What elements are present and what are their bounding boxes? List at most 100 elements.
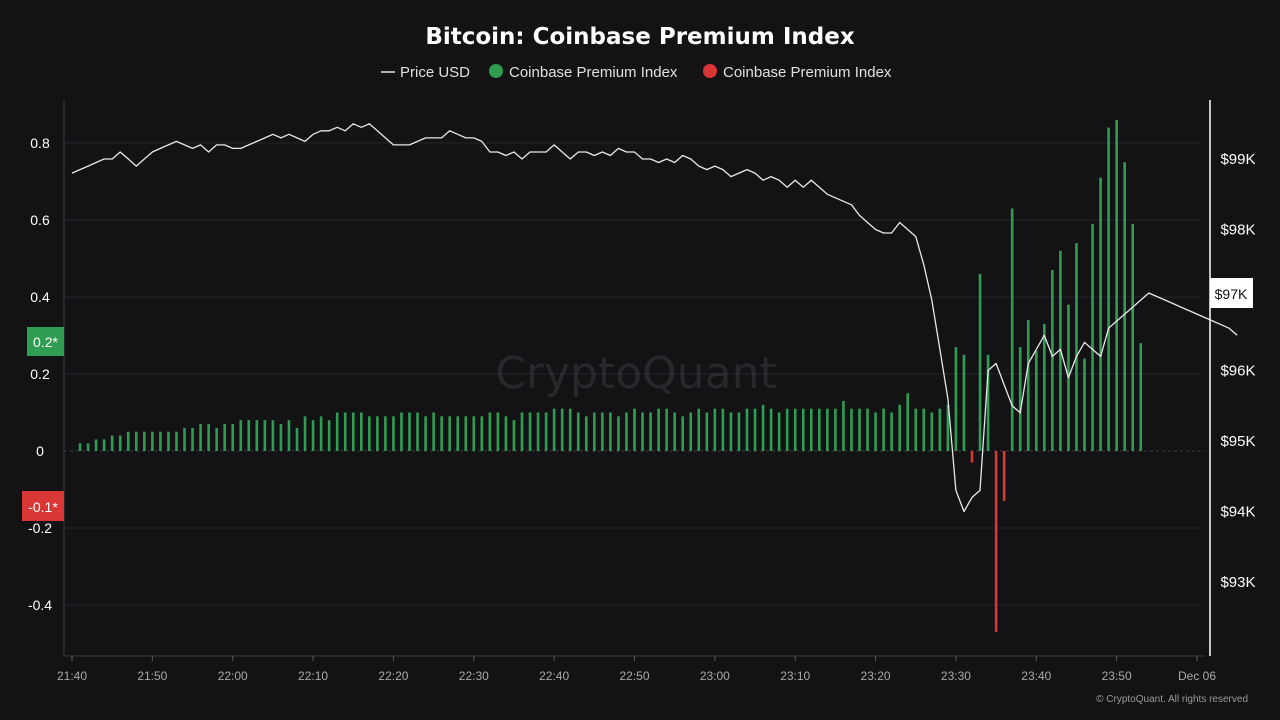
premium-bar-positive — [424, 416, 427, 451]
premium-bar-positive — [303, 416, 307, 451]
legend: Price USD Coinbase Premium Index Coinbase … — [381, 64, 892, 81]
premium-bar-positive — [1115, 119, 1118, 452]
x-tick-label: 23:50 — [1102, 669, 1132, 683]
premium-bar-positive — [110, 435, 114, 451]
premium-bar-positive — [134, 431, 138, 451]
premium-bar-positive — [456, 416, 460, 451]
premium-bar-positive — [400, 412, 403, 451]
premium-bar-positive — [1099, 177, 1102, 451]
premium-bar-positive — [809, 408, 813, 451]
price-value-badge-label: $97K — [1215, 286, 1248, 302]
premium-bar-positive — [247, 420, 251, 451]
chart-title: Bitcoin: Coinbase Premium Index — [425, 24, 855, 50]
premium-bar-positive — [464, 416, 468, 451]
premium-bar-positive — [576, 412, 580, 451]
premium-bar-positive — [874, 412, 877, 451]
premium-bar-negative — [1002, 451, 1006, 502]
premium-bar-positive — [496, 412, 500, 451]
premium-bar-positive — [528, 412, 532, 451]
premium-bar-negative — [970, 451, 974, 463]
premium-bar-positive — [946, 404, 950, 451]
premium-bar-positive — [665, 408, 668, 451]
premium-bar-positive — [761, 404, 765, 451]
left-tick-label: 0.8 — [30, 135, 50, 151]
premium-bar-positive — [279, 424, 283, 451]
green-value-badge: 0.2* — [27, 327, 64, 356]
premium-bar-positive — [826, 408, 829, 451]
premium-bar-negative — [994, 451, 998, 632]
premium-bar-positive — [1131, 223, 1135, 451]
premium-bar-positive — [1075, 243, 1078, 451]
premium-bar-positive — [448, 416, 451, 451]
right-tick-label: $94K — [1220, 504, 1255, 521]
premium-bar-positive — [593, 412, 596, 451]
x-tick-label: 22:40 — [539, 669, 569, 683]
red-value-badge: -0.1* — [22, 491, 64, 521]
premium-bar-positive — [898, 404, 901, 451]
premium-bar-positive — [183, 427, 186, 451]
premium-bar-positive — [922, 408, 926, 451]
premium-bar-positive — [834, 408, 837, 451]
premium-bar-positive — [215, 427, 218, 451]
legend-label: Coinbase Premium Index — [509, 64, 678, 81]
price-line — [71, 123, 1238, 513]
right-tick-label: $95K — [1220, 433, 1255, 450]
premium-bar-positive — [745, 408, 749, 451]
legend-item: Coinbase Premium Index — [703, 64, 892, 81]
premium-bar-positive — [191, 427, 194, 451]
left-tick-label: 0.2 — [30, 366, 50, 382]
premium-bar-positive — [359, 412, 363, 451]
x-axis-ticks: 21:40 21:50 22:00 22:10 22:20 22:30 22:40 22:50… — [57, 656, 1216, 683]
premium-bar-positive — [649, 412, 652, 451]
x-tick-label: 23:20 — [861, 669, 891, 683]
premium-bar-positive — [681, 416, 685, 451]
premium-bar-positive — [520, 412, 524, 451]
premium-bar-positive — [512, 420, 516, 451]
premium-bar-positive — [94, 439, 98, 451]
premium-bar-positive — [327, 420, 331, 451]
premium-bar-positive — [1083, 358, 1086, 451]
premium-bar-positive — [560, 408, 564, 451]
premium-bar-positive — [102, 439, 106, 451]
premium-bar-positive — [938, 408, 942, 451]
premium-bar-positive — [199, 424, 202, 451]
premium-bar-positive — [866, 408, 869, 451]
premium-bar-positive — [954, 347, 958, 451]
right-tick-label: $96K — [1220, 363, 1255, 380]
green-value-badge-label: 0.2* — [33, 334, 58, 350]
premium-bar-positive — [625, 412, 628, 451]
premium-bar-positive — [416, 412, 419, 451]
x-tick-label: 21:40 — [57, 669, 87, 683]
premium-bar-positive — [86, 443, 90, 451]
premium-bar-positive — [78, 443, 82, 451]
premium-bar-positive — [159, 431, 162, 451]
premium-bar-positive — [295, 427, 299, 451]
premium-bar-positive — [126, 431, 130, 451]
watermark: CryptoQuant — [495, 348, 777, 399]
premium-bar-positive — [343, 412, 347, 451]
premium-bar-positive — [1010, 208, 1014, 451]
left-tick-label: 0.6 — [30, 212, 50, 228]
premium-bar-positive — [801, 408, 805, 451]
premium-bar-positive — [376, 416, 379, 451]
premium-bar-positive — [1018, 347, 1022, 451]
x-tick-label: 22:50 — [619, 669, 649, 683]
premium-bar-positive — [143, 431, 146, 451]
premium-bar-positive — [335, 412, 339, 451]
premium-bar-positive — [319, 416, 323, 451]
left-tick-label: -0.2 — [28, 520, 52, 536]
premium-bar-positive — [118, 435, 122, 451]
right-axis-ticks: $99K $98K $96K $95K $94K $93K — [1220, 151, 1255, 591]
premium-bar-positive — [793, 408, 797, 451]
premium-bar-positive — [432, 412, 435, 451]
left-axis-ticks: 0.8 0.6 0.4 0.2 0 -0.2 -0.4 — [28, 135, 52, 613]
premium-bar-positive — [753, 408, 757, 451]
premium-bar-positive — [239, 420, 243, 451]
x-tick-label: 22:30 — [459, 669, 489, 683]
legend-item: Price USD — [381, 64, 470, 81]
premium-bar-positive — [504, 416, 508, 451]
premium-bar-positive — [1043, 323, 1046, 451]
premium-bar-positive — [850, 408, 853, 451]
premium-bar-positive — [890, 412, 893, 451]
